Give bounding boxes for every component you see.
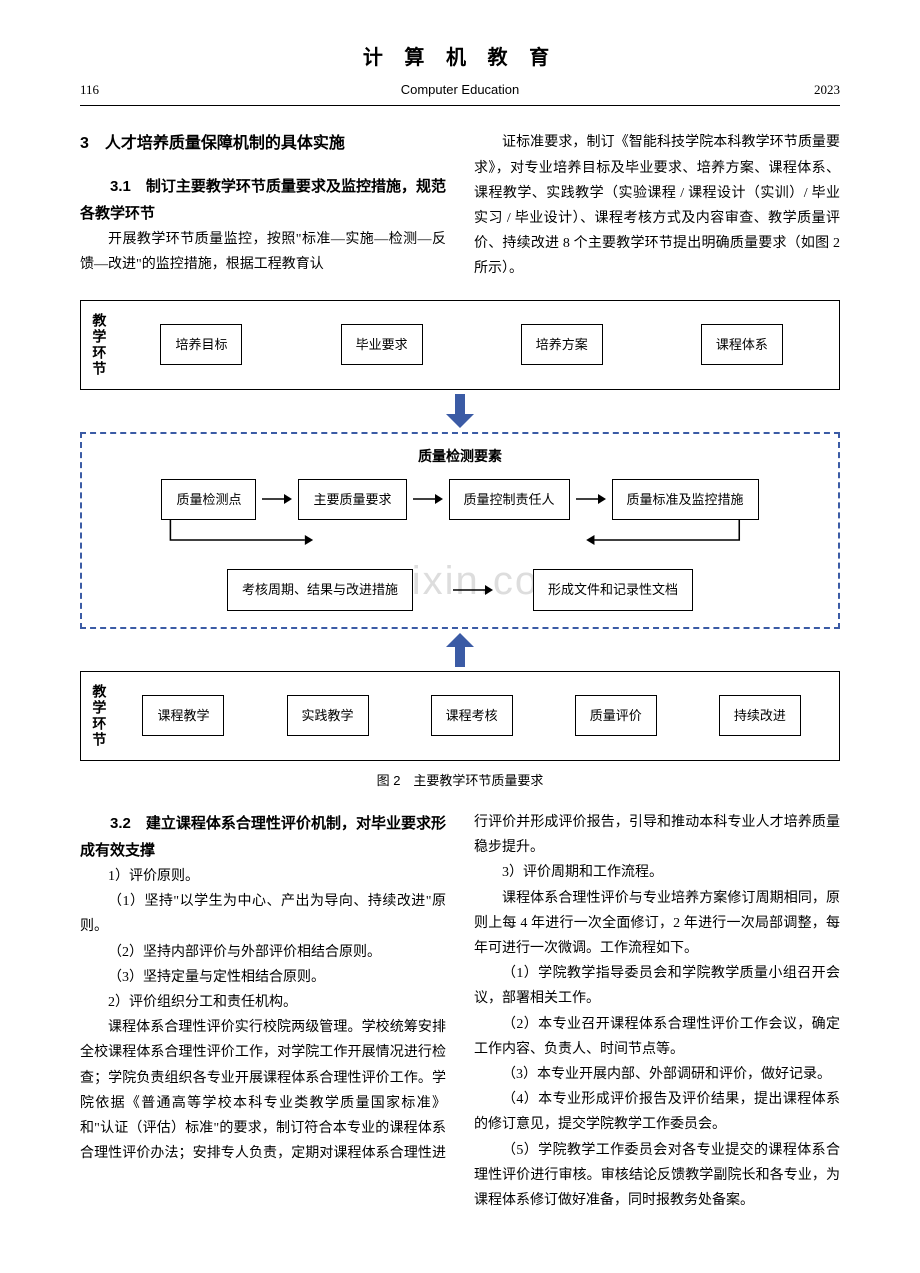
quality-detection-box: 质量检测要素 质量检测点 主要质量要求 质量控制责任人 质量标准及监控措施 — [80, 432, 840, 629]
page-number: 116 — [80, 78, 99, 101]
arrow-up-1 — [80, 633, 840, 667]
node-top-1: 毕业要求 — [341, 324, 423, 365]
arrow-icon — [576, 492, 606, 506]
figure-2: 教学环节 培养目标 毕业要求 培养方案 课程体系 质量检测要素 质量检测点 主要… — [80, 300, 840, 793]
mid-node-r2-1: 形成文件和记录性文档 — [533, 569, 693, 610]
arrow-down-1 — [80, 394, 840, 428]
bottom-group-label: 教学环节 — [91, 684, 106, 748]
arrow-icon — [413, 492, 443, 506]
section-3-2-columns: 3.2 建立课程体系合理性评价机制，对毕业要求形成有效支撑 1）评价原则。 （1… — [80, 810, 840, 1213]
top-nodes-row: 培养目标 毕业要求 培养方案 课程体系 — [120, 324, 823, 365]
para-3-2-13: （5）学院教学工作委员会对各专业提交的课程体系合理性评价进行审核。审核结论反馈教… — [474, 1138, 840, 1214]
section-3-heading: 3 人才培养质量保障机制的具体实施 — [80, 130, 446, 159]
node-bot-0: 课程教学 — [142, 695, 224, 736]
para-3-2-8: 课程体系合理性评价与专业培养方案修订周期相同，原则上每 4 年进行一次全面修订，… — [474, 886, 840, 962]
year: 2023 — [814, 78, 840, 101]
para-3-2-4: （3）坚持定量与定性相结合原则。 — [80, 965, 446, 990]
para-3-1-right: 证标准要求，制订《智能科技学院本科教学环节质量要求》，对专业培养目标及毕业要求、… — [474, 130, 840, 281]
page: www.zixin.com.cn 116 计 算 机 教 育 Computer … — [0, 0, 920, 1273]
connector-svg — [98, 520, 822, 559]
top-group-label: 教学环节 — [91, 313, 106, 377]
mid-row-2: 考核周期、结果与改进措施 形成文件和记录性文档 — [98, 569, 822, 610]
node-bot-4: 持续改进 — [719, 695, 801, 736]
bottom-group: 教学环节 课程教学 实践教学 课程考核 质量评价 持续改进 — [80, 671, 840, 761]
arrow-icon — [453, 583, 493, 597]
para-3-2-1: 1）评价原则。 — [80, 864, 446, 889]
top-group: 教学环节 培养目标 毕业要求 培养方案 课程体系 — [80, 300, 840, 390]
mid-node-1: 主要质量要求 — [298, 479, 406, 520]
mid-row-1: 质量检测点 主要质量要求 质量控制责任人 质量标准及监控措施 — [98, 479, 822, 520]
node-top-3: 课程体系 — [701, 324, 783, 365]
journal-title-cn: 计 算 机 教 育 — [80, 40, 840, 76]
para-3-2-9: （1）学院教学指导委员会和学院教学质量小组召开会议，部署相关工作。 — [474, 961, 840, 1011]
node-top-2: 培养方案 — [521, 324, 603, 365]
mid-title: 质量检测要素 — [98, 444, 822, 469]
node-bot-3: 质量评价 — [575, 695, 657, 736]
arrow-icon — [262, 492, 292, 506]
mid-node-r2-0: 考核周期、结果与改进措施 — [227, 569, 413, 610]
para-3-1-left: 开展教学环节质量监控，按照"标准—实施—检测—反馈—改进"的监控措施，根据工程教… — [80, 227, 446, 277]
figure-2-caption: 图 2 主要教学环节质量要求 — [80, 769, 840, 792]
bottom-nodes-row: 课程教学 实践教学 课程考核 质量评价 持续改进 — [120, 695, 823, 736]
journal-title-en: Computer Education — [80, 78, 840, 101]
para-3-2-7: 3）评价周期和工作流程。 — [474, 860, 840, 885]
node-bot-2: 课程考核 — [431, 695, 513, 736]
node-top-0: 培养目标 — [160, 324, 242, 365]
para-3-2-11: （3）本专业开展内部、外部调研和评价，做好记录。 — [474, 1062, 840, 1087]
intro-columns: 3 人才培养质量保障机制的具体实施 3.1 制订主要教学环节质量要求及监控措施，… — [80, 130, 840, 281]
para-3-2-5: 2）评价组织分工和责任机构。 — [80, 990, 446, 1015]
para-3-2-3: （2）坚持内部评价与外部评价相结合原则。 — [80, 940, 446, 965]
page-header: 116 计 算 机 教 育 Computer Education 2023 — [80, 40, 840, 106]
mid-node-0: 质量检测点 — [161, 479, 256, 520]
para-3-2-2: （1）坚持"以学生为中心、产出为导向、持续改进"原则。 — [80, 889, 446, 939]
para-3-2-10: （2）本专业召开课程体系合理性评价工作会议，确定工作内容、负责人、时间节点等。 — [474, 1012, 840, 1062]
section-3-1-heading: 3.1 制订主要教学环节质量要求及监控措施，规范各教学环节 — [80, 173, 446, 227]
section-3-2-heading: 3.2 建立课程体系合理性评价机制，对毕业要求形成有效支撑 — [80, 810, 446, 864]
para-3-2-12: （4）本专业形成评价报告及评价结果，提出课程体系的修订意见，提交学院教学工作委员… — [474, 1087, 840, 1137]
mid-node-2: 质量控制责任人 — [449, 479, 570, 520]
mid-node-3: 质量标准及监控措施 — [612, 479, 759, 520]
node-bot-1: 实践教学 — [287, 695, 369, 736]
